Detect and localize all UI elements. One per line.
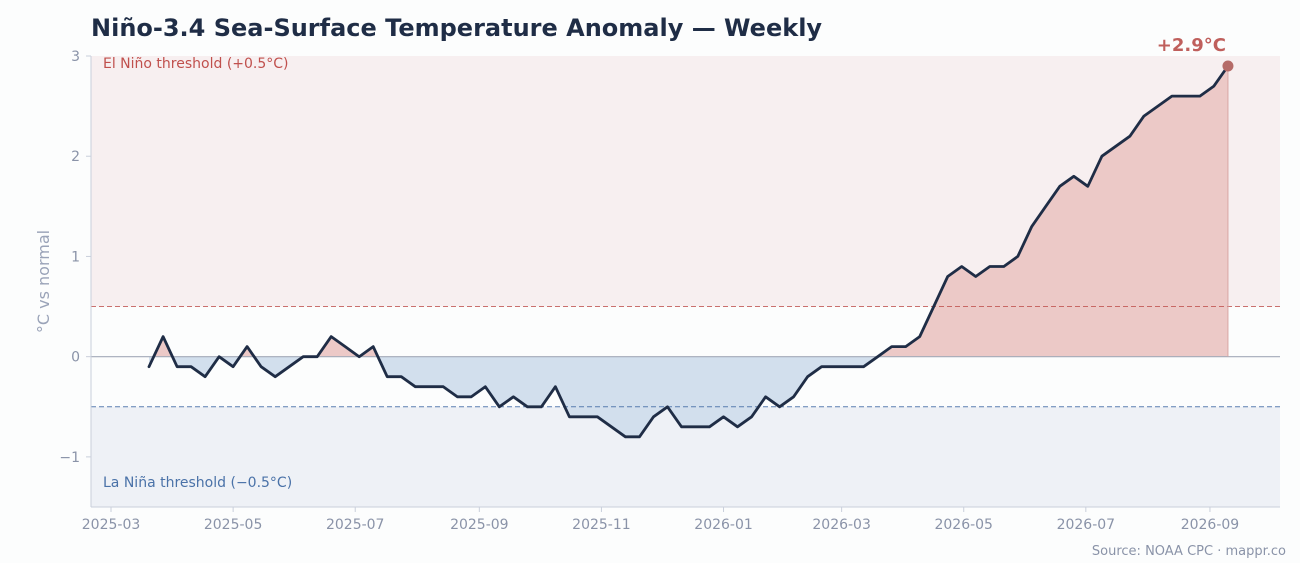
chart-title: Niño-3.4 Sea-Surface Temperature Anomaly… (91, 14, 823, 42)
source-credit: Source: NOAA CPC · mappr.co (1091, 544, 1286, 559)
x-tick-label: 2026-01 (694, 517, 753, 533)
x-tick-label: 2026-05 (934, 517, 993, 533)
y-tick-label: −1 (59, 450, 80, 466)
x-tick-label: 2026-07 (1057, 517, 1116, 533)
el-nino-threshold-label: El Niño threshold (+0.5°C) (103, 56, 289, 72)
warm-anomaly-fill (153, 66, 1229, 357)
x-tick-label: 2025-09 (450, 517, 509, 533)
x-tick-label: 2025-11 (572, 517, 631, 533)
y-tick-label: 2 (71, 149, 80, 165)
x-tick-label: 2026-03 (812, 517, 871, 533)
x-tick-label: 2025-05 (204, 517, 263, 533)
anomaly-series (147, 60, 1234, 439)
reference-lines (91, 306, 1280, 408)
x-tick-label: 2026-09 (1181, 517, 1240, 533)
y-tick-label: 3 (71, 49, 80, 65)
x-tick-label: 2025-03 (82, 517, 141, 533)
la-nina-threshold-label: La Niña threshold (−0.5°C) (103, 475, 292, 491)
chart-labels: +2.9°C El Niño threshold (+0.5°C) La Niña … (103, 35, 1226, 491)
latest-point-marker (1222, 60, 1234, 72)
axes: −1 0 1 2 3 2025-03 2025-05 2025-07 2025-09 2025-1… (34, 49, 1280, 533)
y-axis-label: °C vs normal (34, 230, 53, 333)
y-tick-label: 1 (71, 249, 80, 265)
x-tick-label: 2025-07 (326, 517, 385, 533)
latest-value-callout: +2.9°C (1157, 35, 1226, 56)
y-tick-label: 0 (71, 350, 80, 366)
anomaly-line (147, 64, 1230, 439)
